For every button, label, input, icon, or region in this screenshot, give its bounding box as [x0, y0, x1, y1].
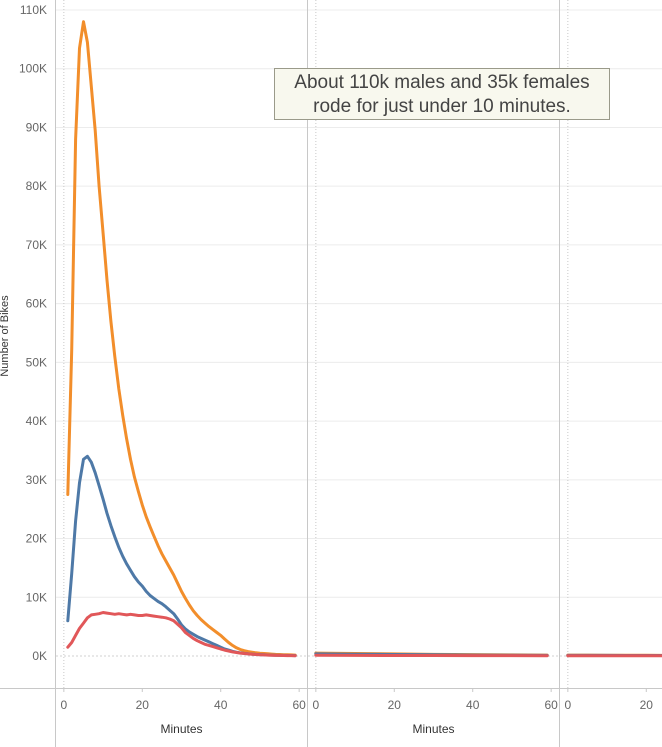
x-tick-label: 0 — [313, 698, 320, 712]
x-axis-title: Minutes — [160, 722, 202, 736]
y-tick-label: 30K — [26, 473, 47, 487]
x-tick-label: 20 — [640, 698, 654, 712]
x-axis-title: Minutes — [412, 722, 454, 736]
y-tick-label: 50K — [26, 355, 47, 369]
x-tick-label: 0 — [565, 698, 572, 712]
y-tick-label: 20K — [26, 532, 47, 546]
x-tick-label: 40 — [214, 698, 228, 712]
series-lines — [66, 20, 662, 658]
y-tick-label: 10K — [26, 590, 47, 604]
series-line-1 — [66, 20, 297, 657]
y-tick-label: 100K — [19, 62, 47, 76]
x-tick-label: 20 — [388, 698, 402, 712]
series-line-3 — [66, 611, 297, 658]
y-tick-label: 40K — [26, 414, 47, 428]
y-tick-label: 110K — [20, 3, 47, 17]
y-tick-label: 60K — [26, 297, 47, 311]
x-tick-label: 40 — [466, 698, 480, 712]
x-tick-label: 60 — [292, 698, 306, 712]
series-line-2 — [66, 454, 297, 658]
chart-annotation: About 110k males and 35k females rode fo… — [274, 68, 610, 120]
y-axis-title: Number of Bikes — [0, 295, 11, 377]
y-tick-label: 70K — [26, 238, 47, 252]
axes: 0K 10K 20K 30K 40K 50K 60K 70K 80K 90K 100K 110K Num… — [0, 3, 653, 736]
x-tick-label: 20 — [136, 698, 150, 712]
y-tick-label: 90K — [26, 120, 47, 134]
x-tick-label: 60 — [544, 698, 558, 712]
annotation-line-2: rode for just under 10 minutes. — [313, 96, 571, 117]
y-tick-label: 0K — [32, 649, 47, 663]
x-tick-label: 0 — [61, 698, 68, 712]
y-tick-label: 80K — [26, 179, 47, 193]
annotation-line-1: About 110k males and 35k females — [294, 72, 590, 93]
